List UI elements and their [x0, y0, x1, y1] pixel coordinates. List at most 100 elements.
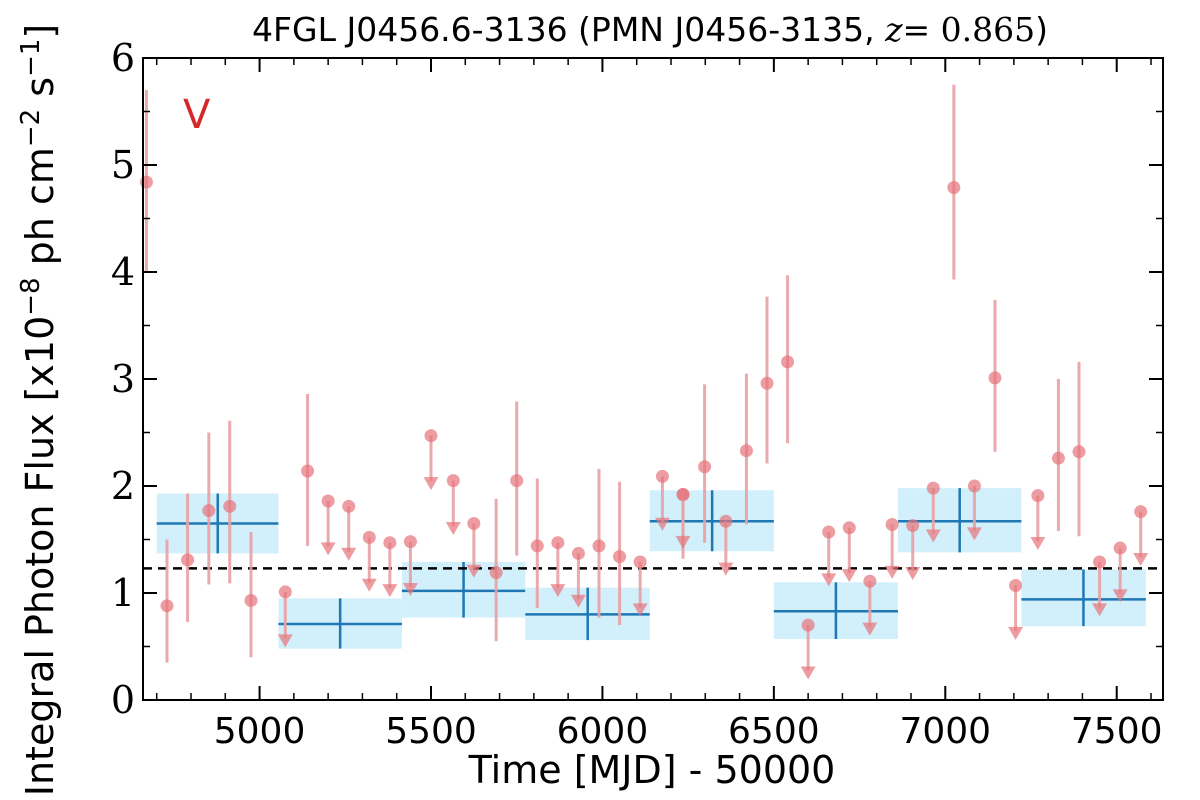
upper-limit-11 [632, 555, 648, 617]
upper-limit-arrowhead [445, 522, 461, 536]
upper-limit-arrowhead [277, 634, 293, 648]
upper-limit-point [1031, 489, 1045, 503]
detection-17 [947, 84, 961, 280]
detection-4 [223, 420, 237, 584]
upper-limit-point [1113, 541, 1127, 555]
data-layer [139, 84, 1149, 680]
detection-point [947, 180, 961, 194]
x-tick-label: 6500 [728, 711, 820, 752]
bin-2 [401, 561, 526, 618]
detection-point [530, 539, 544, 553]
upper-limit-arrowhead [1133, 553, 1149, 567]
detection-point [301, 464, 315, 478]
upper-limit-point [446, 474, 460, 488]
upper-limit-arrowhead [718, 562, 734, 576]
upper-limit-arrowhead [1030, 536, 1046, 550]
detection-11 [613, 481, 627, 626]
chart-title: 4FGL J0456.6-3136 (PMN J0456-3135, z= 0.… [252, 10, 1048, 49]
upper-limit-point [842, 521, 856, 535]
upper-limit-0 [277, 585, 293, 648]
x-tick-label: 5500 [385, 711, 477, 752]
detection-15 [760, 296, 774, 464]
x-axis-label: Time [MJD] - 50000 [468, 748, 836, 792]
x-tick-label: 7500 [1071, 711, 1163, 752]
detection-20 [1072, 361, 1086, 537]
upper-limit-point [321, 494, 335, 508]
upper-limit-10 [570, 546, 586, 608]
upper-limit-point [719, 514, 733, 528]
detection-2 [181, 493, 195, 622]
ylabel-end: ] [18, 24, 62, 39]
upper-limit-arrowhead [800, 666, 816, 680]
upper-limit-point [424, 429, 438, 443]
upper-limit-arrowhead [905, 566, 921, 580]
upper-limit-21 [925, 481, 941, 543]
upper-limit-arrowhead [466, 564, 482, 578]
detection-9 [530, 478, 544, 608]
bin-1 [278, 598, 402, 649]
detection-19 [1051, 379, 1065, 531]
upper-limit-point [885, 518, 899, 532]
upper-limit-arrowhead [966, 527, 982, 541]
upper-limit-point [362, 530, 376, 544]
y-tick-label: 5 [111, 143, 135, 187]
upper-limit-point [342, 499, 356, 513]
upper-limit-9 [550, 536, 566, 598]
detection-point [592, 539, 606, 553]
upper-limit-arrowhead [841, 569, 857, 583]
detection-point [244, 593, 258, 607]
upper-limit-point [551, 536, 565, 550]
detection-5 [244, 532, 258, 658]
detection-point [489, 566, 503, 580]
ylabel-exp1: −8 [16, 277, 46, 315]
upper-limit-19 [884, 518, 900, 579]
upper-limit-point [863, 574, 877, 588]
x-tick-label: 7000 [899, 711, 991, 752]
upper-limit-arrowhead [382, 584, 398, 598]
detection-8 [510, 401, 524, 556]
y-tick-label: 2 [111, 464, 135, 508]
upper-limit-point [1009, 579, 1023, 593]
detection-point [739, 444, 753, 458]
upper-limit-point [906, 519, 920, 533]
upper-limit-23 [1008, 579, 1024, 640]
y-tick-label: 3 [111, 357, 135, 401]
upper-limit-point [967, 479, 981, 493]
detection-13 [698, 384, 712, 543]
x-tick-label: 6000 [557, 711, 649, 752]
upper-limit-arrowhead [675, 535, 691, 549]
upper-limit-point [633, 555, 647, 569]
title-suffix: ) [1035, 10, 1048, 49]
title-z-label: z [884, 10, 903, 49]
y-tick-label: 1 [111, 571, 135, 615]
upper-limit-point [801, 618, 815, 632]
upper-limit-26 [1112, 541, 1128, 603]
upper-limit-25 [1092, 555, 1108, 617]
y-tick-label: 4 [111, 250, 135, 294]
ylabel-exp2: −2 [16, 109, 46, 147]
upper-limit-point [571, 546, 585, 560]
ylabel-exp3: −1 [16, 39, 46, 77]
bin-4 [649, 490, 774, 552]
ylabel-part3: s [18, 77, 62, 109]
upper-limit-point [926, 481, 940, 495]
upper-limit-20 [905, 519, 921, 580]
upper-limit-point [655, 469, 669, 483]
detection-6 [301, 393, 315, 546]
upper-limit-5 [402, 535, 418, 596]
upper-limit-16 [821, 525, 837, 587]
detection-point [760, 376, 774, 390]
upper-limit-3 [361, 530, 377, 592]
detection-14 [739, 373, 753, 525]
upper-limit-point [1134, 505, 1148, 519]
upper-limit-arrowhead [570, 594, 586, 608]
upper-limit-13 [675, 488, 691, 549]
upper-limit-point [1093, 555, 1107, 569]
detection-point [1072, 445, 1086, 459]
title-prefix: 4FGL J0456.6-3136 (PMN J0456-3135, [252, 10, 885, 49]
upper-limit-arrowhead [654, 517, 670, 531]
upper-limit-arrowhead [1092, 603, 1108, 617]
detection-point [181, 553, 195, 567]
upper-limit-arrowhead [402, 583, 418, 596]
detection-point [223, 499, 237, 513]
